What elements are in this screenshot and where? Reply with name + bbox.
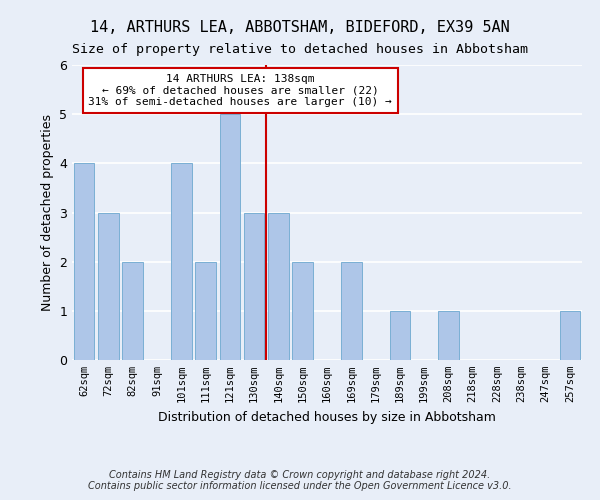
Bar xyxy=(438,311,459,360)
X-axis label: Distribution of detached houses by size in Abbotsham: Distribution of detached houses by size … xyxy=(158,410,496,424)
Bar xyxy=(220,114,240,360)
Text: Size of property relative to detached houses in Abbotsham: Size of property relative to detached ho… xyxy=(72,42,528,56)
Text: 14 ARTHURS LEA: 138sqm
← 69% of detached houses are smaller (22)
31% of semi-det: 14 ARTHURS LEA: 138sqm ← 69% of detached… xyxy=(88,74,392,107)
Text: Contains HM Land Registry data © Crown copyright and database right 2024.: Contains HM Land Registry data © Crown c… xyxy=(109,470,491,480)
Bar xyxy=(98,212,119,360)
Bar xyxy=(171,164,191,360)
Bar xyxy=(122,262,143,360)
Bar xyxy=(292,262,313,360)
Text: Contains public sector information licensed under the Open Government Licence v3: Contains public sector information licen… xyxy=(88,481,512,491)
Text: 14, ARTHURS LEA, ABBOTSHAM, BIDEFORD, EX39 5AN: 14, ARTHURS LEA, ABBOTSHAM, BIDEFORD, EX… xyxy=(90,20,510,35)
Bar xyxy=(341,262,362,360)
Bar xyxy=(560,311,580,360)
Bar xyxy=(268,212,289,360)
Bar xyxy=(74,164,94,360)
Bar xyxy=(244,212,265,360)
Bar xyxy=(195,262,216,360)
Bar xyxy=(389,311,410,360)
Y-axis label: Number of detached properties: Number of detached properties xyxy=(41,114,53,311)
